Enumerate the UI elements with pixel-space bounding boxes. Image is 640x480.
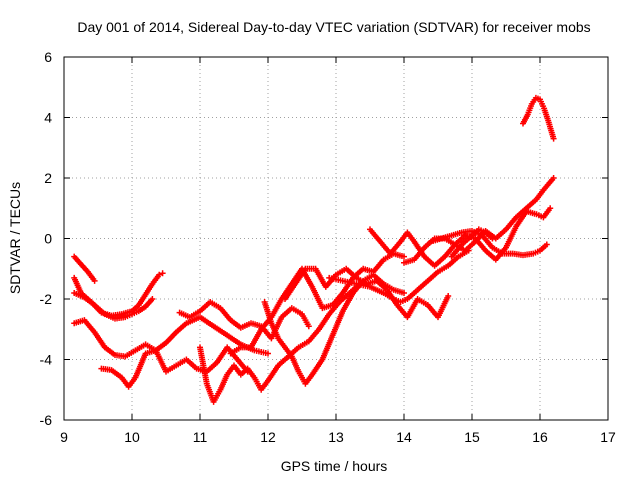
series-arc-7 [197, 280, 363, 405]
data-point [91, 277, 98, 284]
series-arc-12 [367, 205, 554, 269]
series-arc-14 [428, 227, 550, 259]
y-tick-label: 0 [44, 231, 52, 247]
series-arc-15 [448, 226, 496, 260]
series-arc-4 [71, 314, 271, 360]
data-point [305, 323, 312, 330]
data-point [156, 271, 163, 278]
y-tick-label: 4 [44, 110, 52, 126]
x-axis-title: GPS time / hours [281, 458, 388, 474]
chart-title: Day 001 of 2014, Sidereal Day-to-day VTE… [77, 19, 590, 35]
grid-lines [64, 57, 608, 420]
y-axis-title: SDTVAR / TECUs [7, 182, 23, 294]
data-point [159, 270, 166, 277]
y-tick-labels: -6 -4 -2 0 2 4 6 [40, 49, 53, 428]
x-tick-label: 11 [193, 429, 208, 445]
data-point [489, 235, 496, 242]
x-tick-label: 15 [464, 429, 480, 445]
series-arc-3 [71, 289, 156, 322]
x-tick-label: 12 [260, 429, 276, 445]
data-point [401, 289, 407, 296]
data-point [401, 253, 407, 260]
y-tick-label: 6 [44, 49, 52, 65]
x-tick-label: 14 [396, 429, 412, 445]
series-arc-11 [326, 247, 472, 306]
x-tick-labels: 9 10 11 12 13 14 15 16 17 [60, 429, 616, 445]
x-tick-label: 9 [60, 429, 68, 445]
x-tick-label: 17 [600, 429, 616, 445]
data-point [543, 241, 550, 248]
data-point [550, 135, 557, 142]
series-arc-5 [98, 344, 251, 390]
x-tick-label: 10 [124, 429, 140, 445]
data-point [149, 296, 156, 302]
data-point [547, 205, 554, 212]
data-point [445, 292, 452, 299]
x-tick-label: 13 [328, 429, 344, 445]
series-arc-10 [282, 265, 452, 321]
series-arc-16 [520, 94, 557, 142]
y-tick-label: -2 [40, 291, 53, 307]
series-arc-1 [71, 253, 98, 284]
series-arc-6 [176, 299, 312, 342]
y-tick-label: -6 [40, 412, 53, 428]
data-points [71, 94, 557, 405]
x-tick-label: 16 [532, 429, 548, 445]
data-point [265, 350, 271, 357]
axis-ticks [63, 56, 609, 421]
y-tick-label: -4 [40, 352, 53, 368]
data-point [550, 175, 557, 181]
series-arc-2 [71, 270, 166, 319]
series-arc-8 [227, 250, 407, 357]
y-tick-label: 2 [44, 170, 52, 186]
